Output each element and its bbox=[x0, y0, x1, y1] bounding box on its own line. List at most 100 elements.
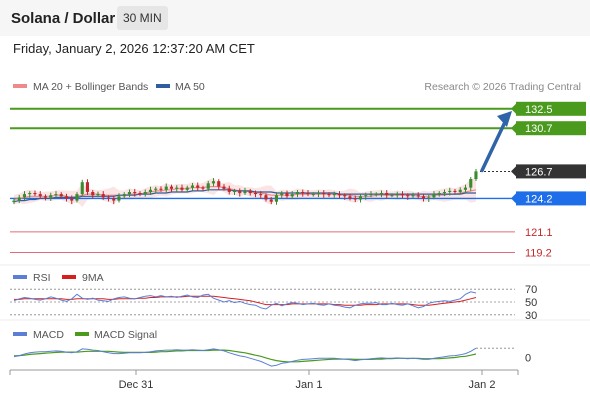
candle-up bbox=[442, 192, 446, 194]
candle-down bbox=[327, 194, 331, 196]
candle-down bbox=[322, 193, 326, 195]
current-price-label: 126.7 bbox=[525, 166, 553, 178]
candle-down bbox=[201, 187, 205, 189]
macd-legend-swatch bbox=[13, 332, 27, 336]
candle-up bbox=[75, 194, 79, 201]
candle-down bbox=[33, 193, 37, 195]
candle-down bbox=[59, 194, 63, 197]
rsi-level-label: 70 bbox=[525, 284, 537, 296]
candle-up bbox=[22, 194, 26, 198]
candle-up bbox=[12, 200, 16, 203]
candle-down bbox=[217, 181, 221, 187]
x-tick-label: Dec 31 bbox=[119, 379, 154, 391]
x-tick-label: Jan 1 bbox=[296, 379, 323, 391]
candle-down bbox=[453, 190, 457, 192]
candle-up bbox=[390, 195, 394, 197]
candle-down bbox=[353, 198, 357, 200]
candle-down bbox=[64, 196, 68, 199]
candle-down bbox=[43, 196, 47, 198]
pivot-label: 124.2 bbox=[525, 193, 553, 205]
resistance-2-label: 130.7 bbox=[525, 123, 553, 135]
candle-down bbox=[348, 196, 352, 199]
ma50-legend-swatch bbox=[156, 84, 170, 88]
candle-down bbox=[70, 198, 74, 201]
rsi-ma-legend-label: 9MA bbox=[82, 272, 104, 284]
ma20-legend-label: MA 20 + Bollinger Bands bbox=[33, 81, 148, 93]
candle-up bbox=[127, 192, 131, 195]
candle-up bbox=[474, 171, 478, 179]
current-price-label-pointer bbox=[511, 166, 516, 177]
resistance-1-label-pointer bbox=[511, 103, 516, 114]
candle-down bbox=[133, 192, 137, 194]
candle-down bbox=[180, 187, 184, 190]
resistance-1-label: 132.5 bbox=[525, 104, 553, 116]
candle-down bbox=[416, 195, 420, 197]
candle-down bbox=[227, 188, 231, 192]
macd-signal-legend-swatch bbox=[75, 332, 89, 336]
ma20-legend-swatch bbox=[13, 84, 27, 88]
candle-down bbox=[259, 194, 263, 196]
candle-up bbox=[54, 194, 58, 196]
resistance-1-label-bg bbox=[516, 101, 586, 116]
candle-down bbox=[169, 186, 173, 189]
rsi-level-label: 30 bbox=[525, 310, 537, 322]
interval-badge[interactable]: 30 MIN bbox=[117, 6, 168, 30]
macd-legend-label: MACD bbox=[33, 329, 64, 341]
timestamp: Friday, January 2, 2026 12:37:20 AM CET bbox=[13, 41, 255, 56]
candle-up bbox=[96, 194, 100, 196]
candle-up bbox=[143, 192, 147, 195]
support-2-label: 119.2 bbox=[525, 247, 552, 259]
rsi-legend-swatch bbox=[13, 275, 27, 279]
candle-up bbox=[232, 190, 236, 192]
candle-up bbox=[148, 189, 152, 192]
macd-panel: 0 bbox=[13, 347, 531, 367]
candle-up bbox=[379, 193, 383, 195]
candle-up bbox=[332, 194, 336, 196]
price-panel: 132.5 130.7 126.7 124.2 121.1 119.2 bbox=[10, 101, 586, 259]
candle-up bbox=[411, 195, 415, 197]
forecast-arrow-head bbox=[497, 110, 512, 127]
macd-signal-legend-label: MACD Signal bbox=[94, 329, 157, 341]
candle-down bbox=[85, 182, 89, 192]
resistance-2-label-pointer bbox=[511, 123, 516, 134]
candle-down bbox=[301, 192, 305, 194]
candle-down bbox=[196, 185, 200, 188]
forecast-arrow-shaft bbox=[480, 118, 508, 173]
x-axis: Dec 31 Jan 1 Jan 2 bbox=[9, 370, 519, 391]
pivot-label-bg bbox=[516, 191, 586, 206]
candle-up bbox=[369, 194, 373, 196]
candle-down bbox=[112, 198, 116, 201]
macd-line bbox=[13, 347, 477, 367]
candle-down bbox=[38, 194, 42, 197]
candle-down bbox=[343, 195, 347, 197]
candle-down bbox=[138, 193, 142, 195]
candle-down bbox=[91, 192, 95, 196]
candle-up bbox=[206, 183, 210, 189]
candle-up bbox=[437, 193, 441, 195]
macd-zero-label: 0 bbox=[525, 353, 531, 365]
candle-up bbox=[185, 187, 189, 190]
x-tick-label: Jan 2 bbox=[469, 379, 496, 391]
candle-down bbox=[106, 197, 110, 199]
candle-down bbox=[306, 193, 310, 195]
candle-up bbox=[427, 197, 431, 199]
macd-signal-line bbox=[13, 349, 477, 363]
candle-down bbox=[421, 196, 425, 199]
candle-down bbox=[406, 195, 410, 197]
rsi-ma-legend-swatch bbox=[62, 275, 76, 279]
candle-up bbox=[395, 194, 399, 196]
candle-down bbox=[253, 193, 257, 195]
chart-title: Solana / Dollar bbox=[11, 10, 116, 27]
candle-up bbox=[316, 193, 320, 195]
candle-down bbox=[285, 193, 289, 197]
candle-up bbox=[117, 196, 121, 201]
rsi-level-label: 50 bbox=[525, 297, 537, 309]
candle-up bbox=[311, 194, 315, 196]
candle-down bbox=[101, 194, 105, 198]
resistance-2-label-bg bbox=[516, 121, 586, 136]
candle-down bbox=[264, 195, 268, 200]
candle-up bbox=[463, 187, 467, 190]
candle-up bbox=[290, 194, 294, 197]
